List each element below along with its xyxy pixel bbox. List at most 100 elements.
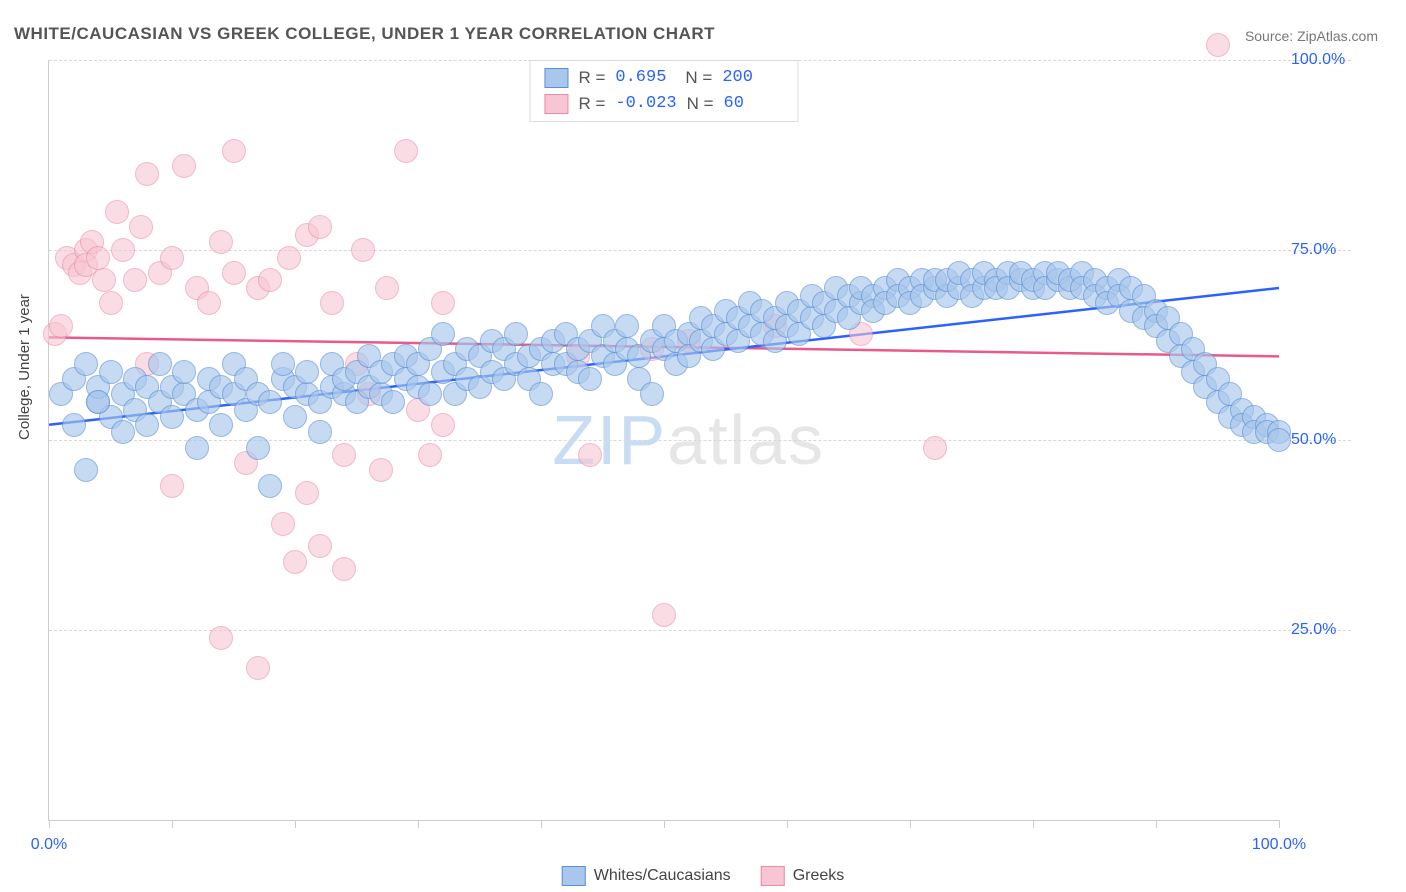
n-label-0: N = bbox=[685, 65, 712, 91]
scatter-point bbox=[332, 443, 356, 467]
n-value-0: 200 bbox=[722, 65, 782, 91]
scatter-point bbox=[1267, 428, 1291, 452]
xtick-label: 0.0% bbox=[31, 836, 67, 854]
scatter-point bbox=[105, 200, 129, 224]
scatter-point bbox=[320, 291, 344, 315]
scatter-point bbox=[578, 367, 602, 391]
scatter-point bbox=[277, 246, 301, 270]
scatter-point bbox=[615, 314, 639, 338]
legend-swatch-1 bbox=[761, 866, 785, 886]
scatter-point bbox=[135, 162, 159, 186]
legend-item-0: Whites/Caucasians bbox=[562, 866, 731, 886]
scatter-point bbox=[529, 382, 553, 406]
y-axis-label: College, Under 1 year bbox=[16, 294, 33, 440]
scatter-point bbox=[49, 314, 73, 338]
scatter-point bbox=[295, 481, 319, 505]
scatter-point bbox=[504, 322, 528, 346]
scatter-point bbox=[209, 626, 233, 650]
scatter-point bbox=[1206, 33, 1230, 57]
scatter-point bbox=[74, 352, 98, 376]
xtick bbox=[1033, 820, 1034, 828]
scatter-point bbox=[160, 474, 184, 498]
scatter-point bbox=[295, 360, 319, 384]
scatter-point bbox=[381, 390, 405, 414]
scatter-point bbox=[123, 268, 147, 292]
xtick bbox=[541, 820, 542, 828]
swatch-1 bbox=[544, 94, 568, 114]
scatter-point bbox=[283, 550, 307, 574]
scatter-point bbox=[394, 139, 418, 163]
scatter-point bbox=[369, 458, 393, 482]
scatter-point bbox=[258, 390, 282, 414]
scatter-point bbox=[185, 436, 209, 460]
scatter-point bbox=[246, 436, 270, 460]
scatter-point bbox=[222, 139, 246, 163]
r-label-0: R = bbox=[578, 65, 605, 91]
scatter-point bbox=[418, 382, 442, 406]
series-legend: Whites/Caucasians Greeks bbox=[562, 866, 845, 886]
scatter-point bbox=[86, 390, 110, 414]
scatter-point bbox=[258, 268, 282, 292]
xtick bbox=[664, 820, 665, 828]
scatter-point bbox=[135, 413, 159, 437]
scatter-point bbox=[160, 405, 184, 429]
scatter-point bbox=[197, 291, 221, 315]
scatter-point bbox=[271, 512, 295, 536]
xtick-label: 100.0% bbox=[1252, 836, 1306, 854]
scatter-point bbox=[111, 238, 135, 262]
scatter-point bbox=[62, 413, 86, 437]
stats-row-1: R = -0.023 N = 60 bbox=[544, 91, 783, 117]
scatter-point bbox=[271, 352, 295, 376]
xtick bbox=[787, 820, 788, 828]
ytick-label: 25.0% bbox=[1291, 621, 1351, 639]
gridline bbox=[49, 630, 1351, 631]
scatter-point bbox=[308, 534, 332, 558]
stats-legend: R = 0.695 N = 200 R = -0.023 N = 60 bbox=[529, 60, 798, 122]
scatter-point bbox=[418, 443, 442, 467]
n-label-1: N = bbox=[687, 91, 714, 117]
scatter-point bbox=[258, 474, 282, 498]
ytick-label: 50.0% bbox=[1291, 431, 1351, 449]
scatter-point bbox=[222, 261, 246, 285]
n-value-1: 60 bbox=[724, 91, 784, 117]
scatter-point bbox=[308, 215, 332, 239]
xtick bbox=[172, 820, 173, 828]
scatter-point bbox=[283, 405, 307, 429]
xtick bbox=[1279, 820, 1280, 828]
scatter-point bbox=[172, 154, 196, 178]
scatter-point bbox=[92, 268, 116, 292]
scatter-point bbox=[74, 458, 98, 482]
scatter-point bbox=[431, 413, 455, 437]
gridline bbox=[49, 60, 1351, 61]
xtick bbox=[49, 820, 50, 828]
gridline bbox=[49, 440, 1351, 441]
scatter-point bbox=[86, 246, 110, 270]
scatter-point bbox=[209, 230, 233, 254]
legend-label-1: Greeks bbox=[793, 867, 845, 885]
legend-item-1: Greeks bbox=[761, 866, 845, 886]
scatter-point bbox=[99, 360, 123, 384]
scatter-point bbox=[99, 291, 123, 315]
scatter-point bbox=[308, 420, 332, 444]
scatter-point bbox=[209, 413, 233, 437]
scatter-point bbox=[375, 276, 399, 300]
stats-row-0: R = 0.695 N = 200 bbox=[544, 65, 783, 91]
xtick bbox=[418, 820, 419, 828]
chart-title: WHITE/CAUCASIAN VS GREEK COLLEGE, UNDER … bbox=[14, 24, 715, 44]
scatter-point bbox=[923, 436, 947, 460]
legend-label-0: Whites/Caucasians bbox=[594, 867, 731, 885]
r-value-1: -0.023 bbox=[615, 91, 676, 117]
ytick-label: 75.0% bbox=[1291, 241, 1351, 259]
r-label-1: R = bbox=[578, 91, 605, 117]
scatter-point bbox=[148, 352, 172, 376]
scatter-point bbox=[129, 215, 153, 239]
xtick bbox=[910, 820, 911, 828]
scatter-point bbox=[578, 443, 602, 467]
scatter-point bbox=[431, 322, 455, 346]
scatter-point bbox=[172, 360, 196, 384]
plot-area: ZIPatlas R = 0.695 N = 200 R = -0.023 N … bbox=[48, 60, 1279, 821]
r-value-0: 0.695 bbox=[615, 65, 675, 91]
scatter-point bbox=[332, 557, 356, 581]
scatter-point bbox=[351, 238, 375, 262]
scatter-point bbox=[246, 656, 270, 680]
